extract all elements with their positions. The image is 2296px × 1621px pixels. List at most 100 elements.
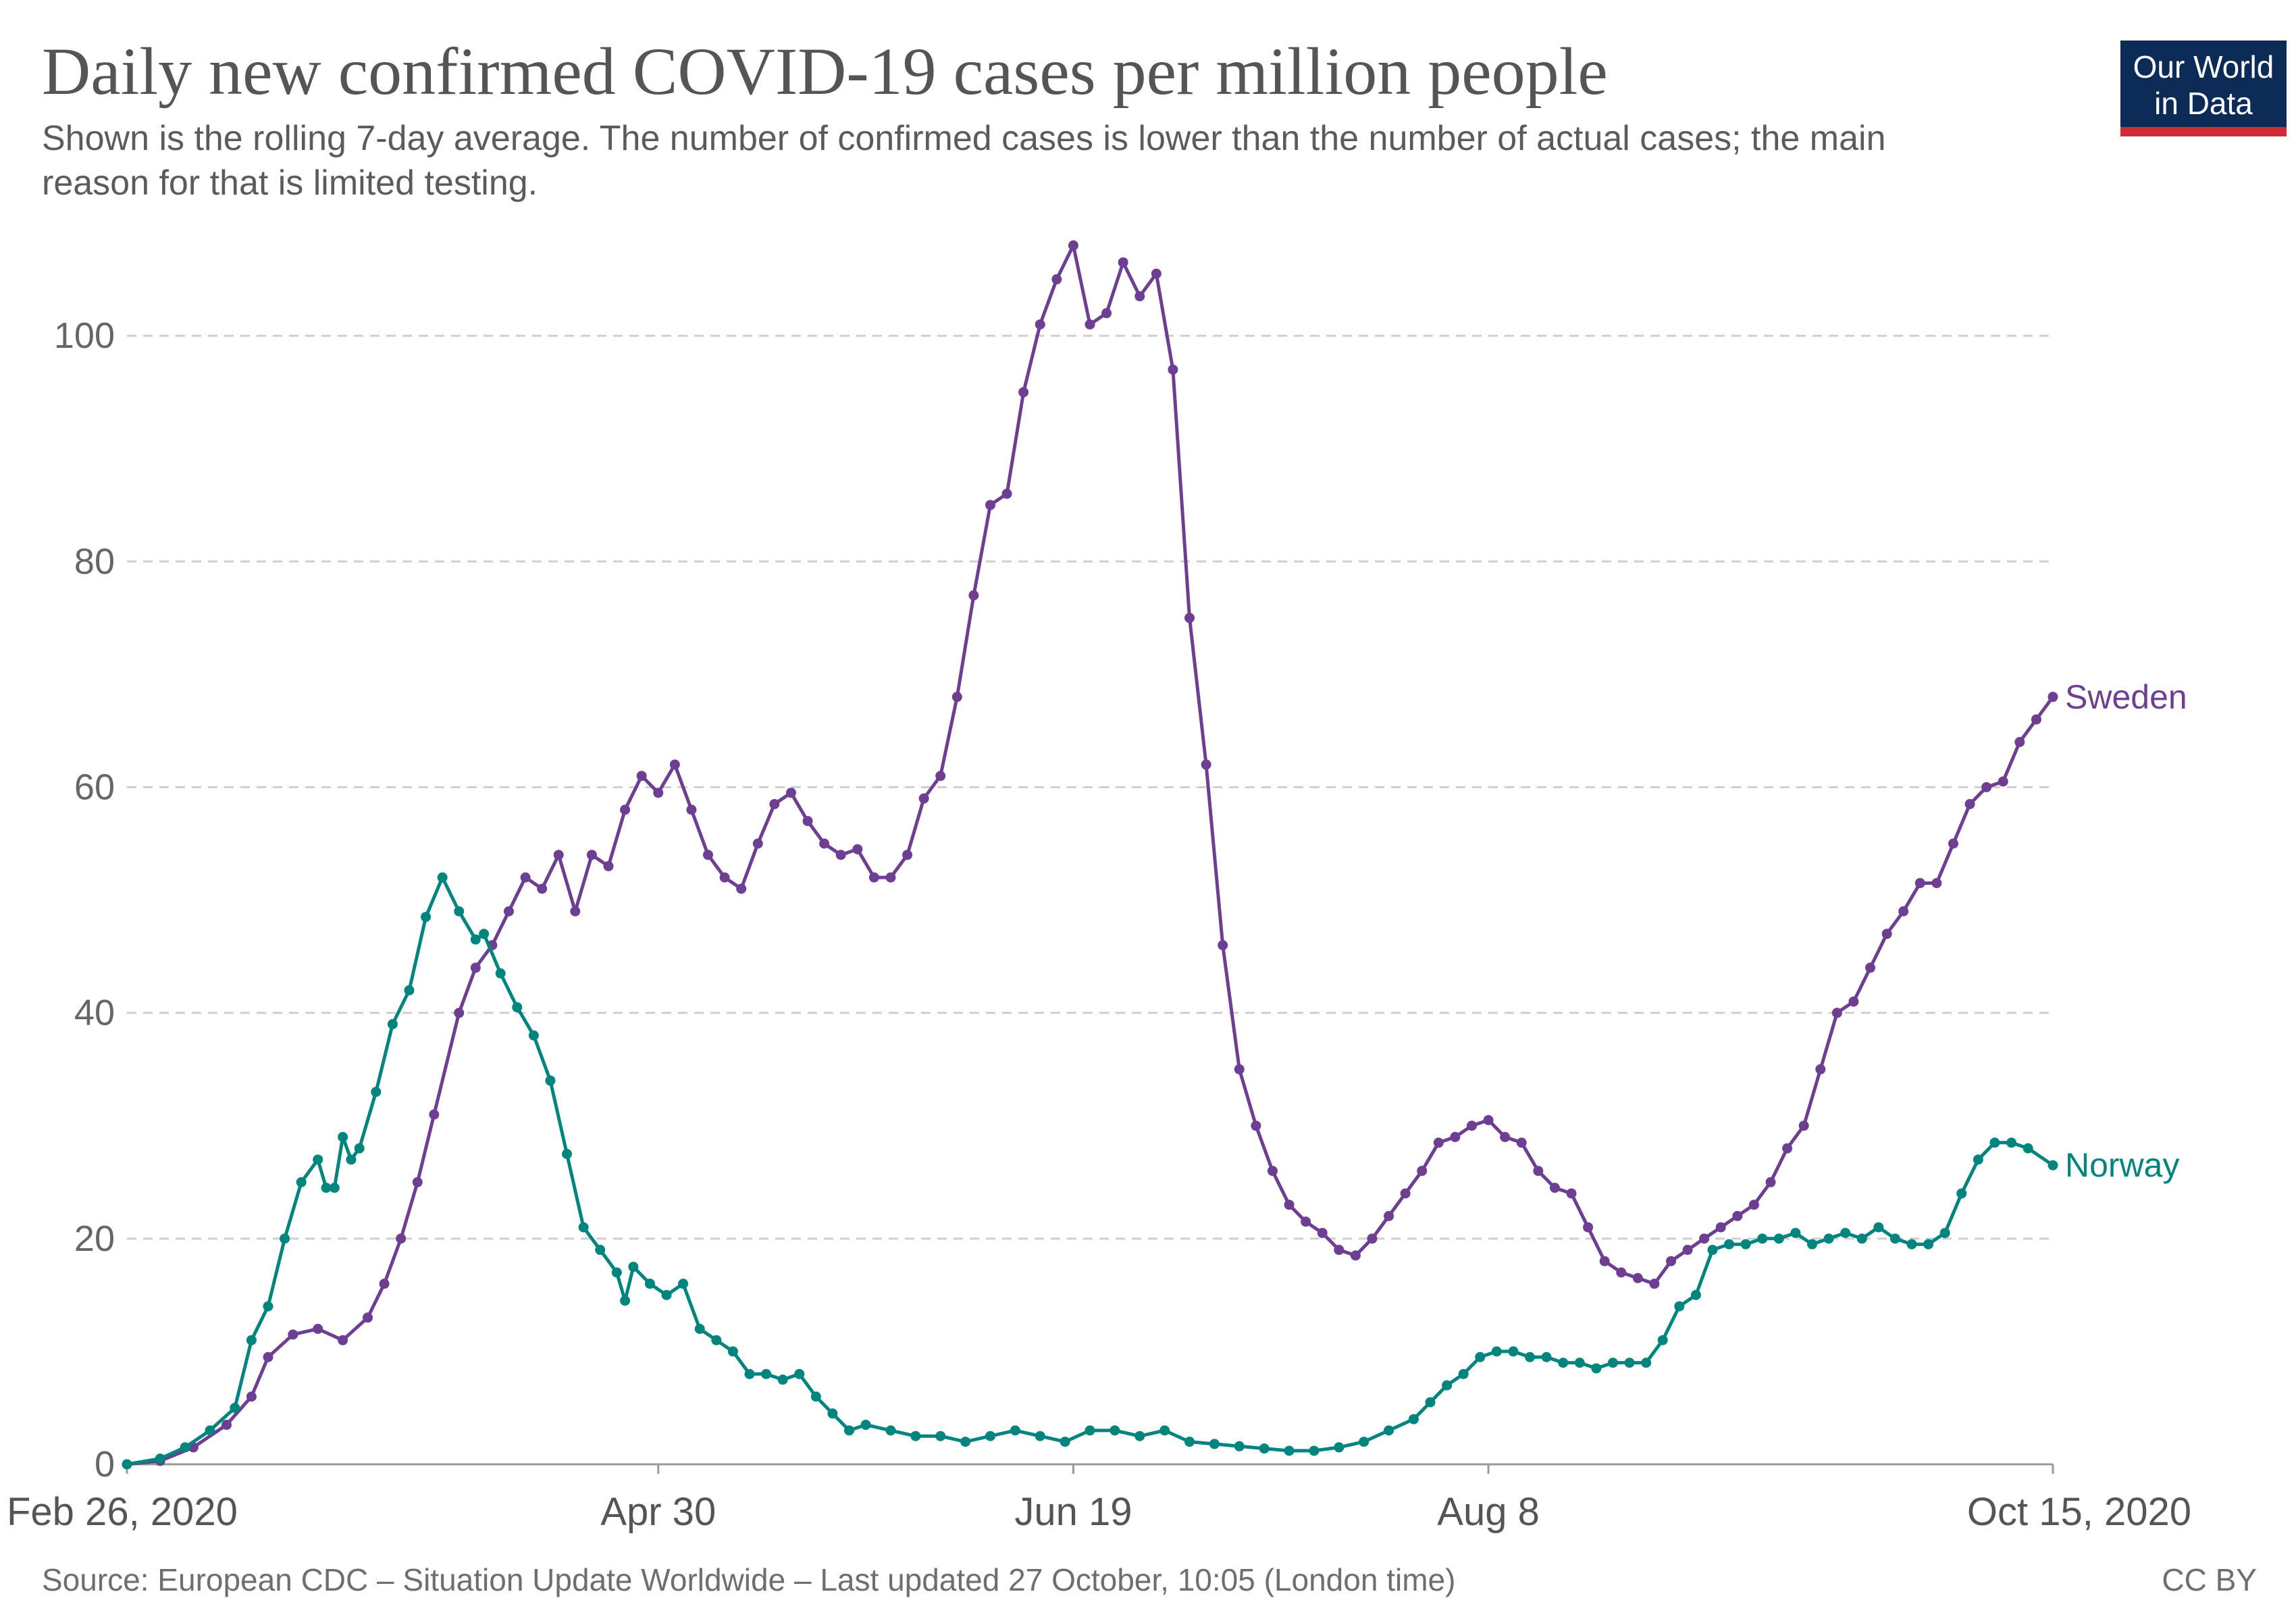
- data-point-norway[interactable]: [1442, 1380, 1453, 1391]
- data-point-norway[interactable]: [595, 1245, 606, 1256]
- license-link[interactable]: CC BY: [2162, 1562, 2257, 1597]
- data-point-sweden[interactable]: [1284, 1200, 1295, 1210]
- data-point-sweden[interactable]: [1516, 1137, 1527, 1148]
- data-point-norway[interactable]: [354, 1143, 365, 1154]
- data-point-sweden[interactable]: [379, 1279, 390, 1289]
- data-point-sweden[interactable]: [1118, 257, 1128, 267]
- data-point-sweden[interactable]: [686, 804, 697, 815]
- data-point-sweden[interactable]: [1018, 387, 1029, 398]
- data-point-norway[interactable]: [1674, 1301, 1685, 1312]
- data-point-sweden[interactable]: [1666, 1256, 1677, 1266]
- data-point-norway[interactable]: [794, 1368, 805, 1379]
- data-point-norway[interactable]: [644, 1279, 655, 1289]
- data-point-norway[interactable]: [2047, 1160, 2058, 1170]
- data-point-sweden[interactable]: [1334, 1245, 1345, 1256]
- data-point-sweden[interactable]: [1748, 1200, 1759, 1210]
- data-point-sweden[interactable]: [1350, 1250, 1361, 1261]
- data-point-norway[interactable]: [1939, 1227, 1950, 1238]
- data-point-sweden[interactable]: [313, 1323, 323, 1334]
- data-point-norway[interactable]: [678, 1279, 689, 1289]
- data-point-sweden[interactable]: [1898, 906, 1909, 917]
- data-point-norway[interactable]: [1807, 1239, 1817, 1250]
- data-point-norway[interactable]: [387, 1019, 398, 1029]
- data-point-sweden[interactable]: [703, 850, 714, 860]
- data-point-norway[interactable]: [628, 1262, 639, 1272]
- data-point-norway[interactable]: [1259, 1443, 1270, 1454]
- data-point-norway[interactable]: [1408, 1414, 1419, 1424]
- data-point-norway[interactable]: [1740, 1239, 1751, 1250]
- data-point-norway[interactable]: [329, 1183, 340, 1193]
- data-point-sweden[interactable]: [968, 590, 979, 600]
- data-point-norway[interactable]: [985, 1431, 995, 1441]
- data-point-sweden[interactable]: [1998, 776, 2008, 787]
- data-point-norway[interactable]: [180, 1442, 190, 1453]
- data-point-sweden[interactable]: [1682, 1245, 1693, 1256]
- data-point-norway[interactable]: [1906, 1239, 1917, 1250]
- data-point-sweden[interactable]: [769, 799, 780, 810]
- data-point-sweden[interactable]: [1466, 1121, 1477, 1131]
- data-point-norway[interactable]: [1624, 1358, 1635, 1368]
- data-point-sweden[interactable]: [553, 850, 564, 860]
- data-point-norway[interactable]: [1159, 1425, 1170, 1436]
- data-point-norway[interactable]: [1284, 1445, 1295, 1456]
- data-point-norway[interactable]: [1134, 1431, 1145, 1441]
- data-point-sweden[interactable]: [918, 793, 929, 804]
- data-point-norway[interactable]: [371, 1087, 382, 1098]
- data-point-sweden[interactable]: [1815, 1064, 1826, 1075]
- data-point-sweden[interactable]: [586, 850, 597, 860]
- data-point-norway[interactable]: [470, 934, 481, 945]
- data-point-sweden[interactable]: [338, 1335, 348, 1345]
- data-point-norway[interactable]: [844, 1425, 854, 1436]
- data-point-sweden[interactable]: [396, 1233, 407, 1244]
- data-point-norway[interactable]: [1475, 1352, 1486, 1362]
- series-line-norway[interactable]: [126, 875, 2054, 1466]
- data-point-norway[interactable]: [1989, 1137, 2000, 1148]
- data-point-sweden[interactable]: [1566, 1188, 1577, 1199]
- data-point-sweden[interactable]: [1068, 240, 1078, 251]
- data-point-sweden[interactable]: [1450, 1131, 1461, 1142]
- data-point-sweden[interactable]: [1699, 1233, 1710, 1244]
- data-point-sweden[interactable]: [669, 759, 680, 770]
- data-point-norway[interactable]: [1035, 1431, 1045, 1441]
- data-point-norway[interactable]: [1425, 1397, 1436, 1408]
- data-point-norway[interactable]: [620, 1295, 631, 1306]
- data-point-norway[interactable]: [1840, 1227, 1851, 1238]
- data-point-sweden[interactable]: [736, 883, 747, 894]
- source-note[interactable]: Source: European CDC – Situation Update …: [42, 1562, 1456, 1597]
- data-point-sweden[interactable]: [412, 1177, 423, 1187]
- data-point-sweden[interactable]: [1931, 877, 1942, 888]
- data-point-sweden[interactable]: [1715, 1222, 1726, 1233]
- data-point-sweden[interactable]: [802, 816, 813, 827]
- data-point-norway[interactable]: [1973, 1154, 1983, 1165]
- data-point-sweden[interactable]: [454, 1008, 465, 1019]
- data-point-sweden[interactable]: [1384, 1210, 1394, 1221]
- data-point-sweden[interactable]: [1134, 291, 1145, 302]
- data-point-sweden[interactable]: [1417, 1166, 1428, 1177]
- data-point-norway[interactable]: [512, 1002, 523, 1012]
- data-point-sweden[interactable]: [1914, 877, 1925, 888]
- data-point-norway[interactable]: [1110, 1425, 1120, 1436]
- data-point-sweden[interactable]: [852, 844, 863, 854]
- data-point-norway[interactable]: [562, 1149, 573, 1159]
- data-point-norway[interactable]: [1657, 1335, 1668, 1345]
- data-point-norway[interactable]: [1458, 1368, 1469, 1379]
- data-point-norway[interactable]: [1085, 1425, 1095, 1436]
- data-point-norway[interactable]: [1525, 1352, 1536, 1362]
- data-point-sweden[interactable]: [752, 838, 763, 849]
- series-label-norway[interactable]: Norway: [2065, 1146, 2179, 1184]
- data-point-norway[interactable]: [1873, 1222, 1884, 1233]
- data-point-sweden[interactable]: [363, 1312, 373, 1323]
- data-point-norway[interactable]: [1707, 1245, 1718, 1256]
- data-point-sweden[interactable]: [1201, 759, 1211, 770]
- data-point-norway[interactable]: [1591, 1363, 1602, 1374]
- data-point-sweden[interactable]: [1001, 488, 1012, 499]
- data-point-sweden[interactable]: [1583, 1222, 1594, 1233]
- data-point-sweden[interactable]: [985, 500, 995, 511]
- data-point-sweden[interactable]: [636, 771, 647, 781]
- data-point-norway[interactable]: [155, 1453, 165, 1464]
- data-point-sweden[interactable]: [1151, 268, 1162, 279]
- data-point-norway[interactable]: [761, 1368, 772, 1379]
- data-point-sweden[interactable]: [429, 1109, 440, 1120]
- data-point-sweden[interactable]: [1599, 1256, 1610, 1266]
- data-point-sweden[interactable]: [2031, 714, 2041, 725]
